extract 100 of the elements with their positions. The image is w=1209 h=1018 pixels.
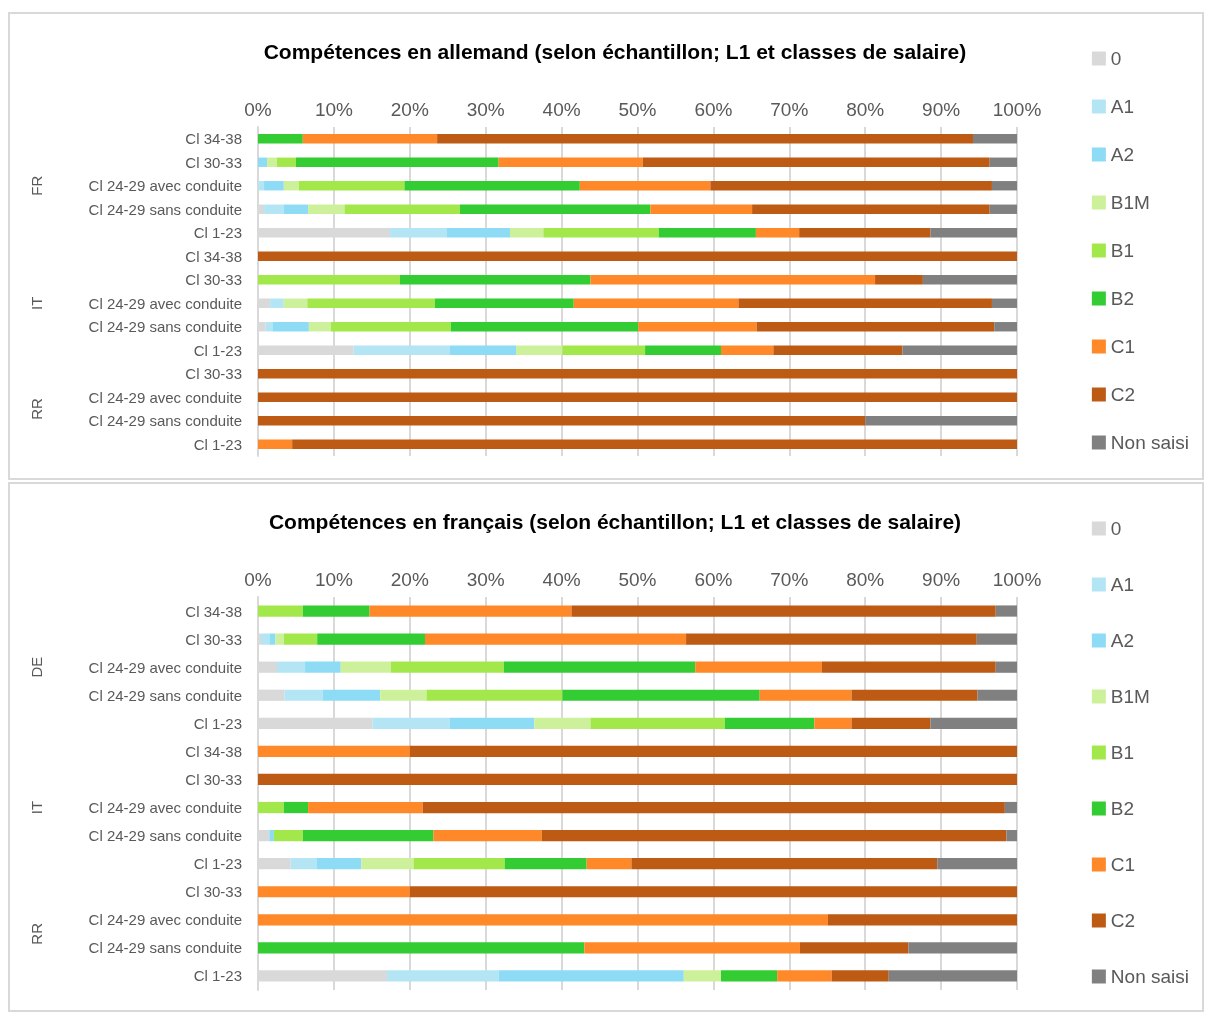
bar [308, 801, 423, 814]
x-tick-label: 40% [542, 99, 581, 120]
bar [258, 369, 1017, 379]
bar [330, 322, 451, 332]
bar [258, 392, 1017, 402]
y-tick-label: Cl 1-23 [193, 714, 242, 732]
bar [283, 801, 309, 814]
bar [344, 204, 460, 214]
bar [369, 605, 572, 617]
bar [276, 661, 306, 673]
y-tick-label: Cl 24-29 sans conduite [88, 827, 242, 845]
bar [258, 181, 265, 191]
y-tick-label: Cl 24-29 avec conduite [88, 388, 242, 406]
bar [258, 605, 303, 617]
y-tick-label: Cl 1-23 [193, 967, 242, 985]
bar [504, 858, 587, 870]
bar [1006, 829, 1017, 842]
bar [269, 829, 274, 842]
bar [658, 228, 756, 238]
bar [541, 829, 1007, 842]
bar [284, 689, 323, 701]
bar [972, 134, 1017, 144]
bar [292, 439, 1017, 449]
y-tick-label: Cl 24-29 avec conduite [88, 799, 242, 817]
legend-label: B1M [1110, 686, 1150, 707]
bar [275, 633, 284, 645]
bar [322, 689, 381, 701]
bar [814, 717, 852, 729]
bar [976, 633, 1017, 645]
bar [683, 970, 721, 982]
x-tick-label: 70% [770, 569, 809, 590]
y-tick-label: Cl 24-29 sans conduite [88, 939, 242, 957]
text: RR [27, 398, 45, 420]
bar [258, 134, 303, 144]
x-tick-label: 60% [694, 99, 733, 120]
bar [930, 228, 1017, 238]
legend-label: C1 [1110, 336, 1136, 357]
y-tick-label: Cl 24-29 avec conduite [88, 658, 242, 676]
bar [642, 157, 990, 167]
bar [989, 204, 1017, 214]
x-tick-label: 20% [390, 99, 429, 120]
bar [276, 157, 296, 167]
bar [298, 181, 405, 191]
bar [756, 322, 995, 332]
bar [799, 228, 931, 238]
bar [258, 914, 829, 926]
legend-label: B1 [1110, 240, 1135, 261]
legend-label: A1 [1110, 574, 1135, 595]
y-tick-label: Cl 1-23 [193, 435, 242, 453]
bar [888, 970, 1017, 982]
bar [308, 322, 331, 332]
text: RR [27, 922, 45, 945]
text: DE [27, 656, 45, 678]
legend-label: B1M [1110, 192, 1150, 213]
bar [994, 322, 1017, 332]
bar [302, 829, 434, 842]
bar [258, 416, 866, 426]
x-tick-label: 30% [466, 569, 505, 590]
bar [264, 181, 284, 191]
x-tick-label: 80% [846, 99, 885, 120]
bar [267, 157, 277, 167]
bar [516, 345, 563, 355]
legend-label: B1 [1110, 742, 1135, 763]
bar [989, 157, 1017, 167]
bar [399, 275, 591, 285]
legend-label: B2 [1110, 798, 1135, 819]
bar [283, 633, 318, 645]
x-tick-label: 100% [992, 569, 1042, 590]
x-tick-label: 40% [542, 569, 581, 590]
bar [308, 204, 345, 214]
legend-label: 0 [1110, 518, 1122, 539]
bar [579, 181, 711, 191]
bar [361, 858, 414, 870]
bar [434, 298, 574, 308]
bar [638, 322, 757, 332]
bar [307, 298, 435, 308]
bar [631, 858, 938, 870]
legend-label: Non saisi [1110, 432, 1190, 453]
bar [270, 298, 284, 308]
y-tick-label: Cl 24-29 avec conduite [88, 177, 242, 195]
bar [573, 298, 739, 308]
y-tick-label: Cl 34-38 [185, 247, 242, 265]
y-tick-label: Cl 34-38 [185, 602, 242, 620]
bar [258, 157, 268, 167]
x-tick-label: 30% [466, 99, 505, 120]
legend-label: Non saisi [1110, 966, 1190, 987]
text: IT [27, 800, 45, 815]
text: IT [27, 296, 45, 310]
x-tick-label: 100% [992, 99, 1042, 120]
bar [584, 942, 800, 954]
bar [316, 858, 362, 870]
bar [503, 661, 696, 673]
y-tick-label: Cl 1-23 [193, 855, 242, 873]
bar [353, 345, 451, 355]
bar [409, 886, 1017, 898]
bar [590, 275, 876, 285]
bar [586, 858, 632, 870]
bar [773, 345, 903, 355]
bar [908, 942, 1017, 954]
legend-label: C2 [1110, 910, 1136, 931]
